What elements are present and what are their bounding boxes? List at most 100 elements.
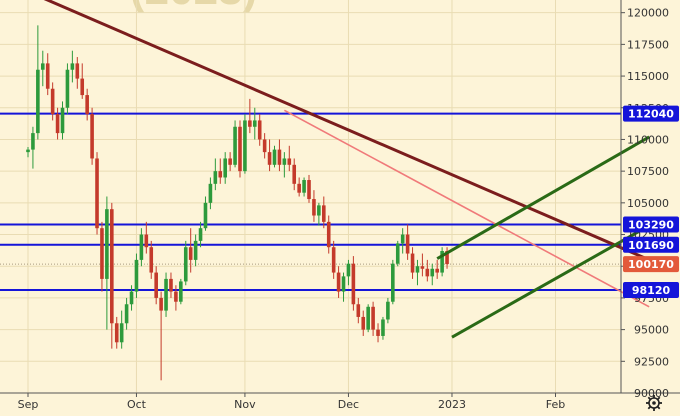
candle-body [361, 316, 366, 330]
candle-body [410, 253, 415, 273]
candle-body [381, 319, 385, 336]
candle-body [277, 149, 282, 165]
candle-body [307, 180, 311, 200]
candle-body [233, 126, 237, 165]
candle-body [26, 149, 30, 153]
candle-body [243, 120, 247, 172]
candle-body [292, 164, 297, 184]
candle-body [391, 263, 395, 302]
candle-body [45, 63, 50, 89]
x-tick-label: Nov [234, 398, 256, 411]
candle-body [312, 199, 316, 216]
candle-body [435, 268, 439, 273]
candle-body [267, 152, 272, 165]
candle-body [376, 329, 380, 336]
candle-body [50, 88, 55, 115]
candle-body [386, 301, 390, 320]
candle-body [75, 63, 80, 79]
candle-body [85, 95, 89, 115]
candle-body [331, 247, 336, 273]
candles [26, 25, 449, 381]
price-label: 112040 [628, 108, 674, 121]
x-tick-label: Dec [338, 398, 359, 411]
candle-body [95, 158, 99, 229]
candle-body [105, 209, 109, 279]
candle-body [188, 247, 193, 260]
candle-body [322, 205, 326, 222]
candle-body [174, 291, 178, 302]
candle-body [169, 278, 173, 292]
candle-body [415, 266, 420, 273]
candle-body [445, 251, 449, 265]
y-tick-label: 107500 [627, 165, 669, 178]
candle-body [248, 120, 252, 127]
candle-body [326, 221, 331, 248]
candle-body [297, 183, 301, 193]
y-tick-label: 120000 [627, 7, 669, 20]
candle-body [100, 228, 104, 279]
y-tick-label: 117500 [627, 38, 669, 51]
y-tick-label: 110000 [627, 133, 669, 146]
candle-body [70, 63, 75, 70]
y-tick-label: 92500 [634, 355, 669, 368]
y-tick-label: 90000 [634, 387, 669, 400]
trendlines [43, 0, 650, 339]
candle-body [302, 180, 306, 193]
candle-body [272, 149, 277, 165]
x-tick-label: Oct [127, 398, 147, 411]
candle-body [80, 78, 85, 96]
candle-body [356, 304, 361, 317]
candle-body [90, 114, 94, 159]
x-tick-label: Sep [18, 398, 39, 411]
candle-body [119, 323, 124, 343]
candle-body [252, 120, 257, 127]
settings-gear-icon[interactable] [646, 395, 662, 411]
candle-body [208, 183, 213, 203]
candle-body [144, 234, 149, 248]
candle-body [257, 120, 262, 140]
trendline-resistance-dark [43, 0, 650, 262]
candle-body [341, 276, 346, 292]
candle-body [238, 126, 242, 172]
candle-body [134, 259, 139, 292]
trendline-channel-lower [451, 224, 650, 339]
price-label-box [623, 282, 679, 299]
candle-body [60, 107, 65, 134]
candle-body [395, 243, 400, 264]
candle-body [366, 306, 370, 330]
candle-body [346, 263, 351, 277]
candle-body [425, 268, 430, 277]
candle-body [110, 209, 114, 324]
candle-body [213, 171, 218, 184]
candle-body [228, 158, 232, 165]
candle-body [440, 251, 444, 273]
price-label: 100170 [628, 258, 674, 271]
candle-body [65, 69, 70, 108]
candle-body [351, 263, 356, 305]
price-label-box [623, 236, 679, 253]
candle-body [198, 228, 203, 241]
trendline-resistance-light [283, 109, 650, 308]
candle-body [371, 306, 375, 330]
y-tick-label: 95000 [634, 324, 669, 337]
candle-body [420, 266, 425, 269]
candle-body [287, 158, 292, 165]
candle-body [336, 272, 341, 292]
y-tick-label: 105000 [627, 197, 669, 210]
candle-body [183, 247, 188, 282]
price-label: 101690 [628, 239, 674, 252]
price-label-box [623, 256, 679, 273]
candle-body [179, 281, 183, 302]
candle-body [40, 63, 45, 70]
price-label-box [623, 216, 679, 233]
candle-body [218, 171, 223, 178]
candle-body [129, 291, 134, 305]
candle-body [36, 69, 40, 134]
watermark: (2023) [130, 0, 257, 14]
trendline-channel-upper [436, 135, 650, 260]
price-labels: 112040 103290 101690 98120 100170 [623, 105, 679, 299]
price-label-box [623, 105, 679, 122]
x-axis: Sep Oct Nov Dec 2023 Feb [18, 393, 565, 411]
candle-body [159, 297, 163, 311]
